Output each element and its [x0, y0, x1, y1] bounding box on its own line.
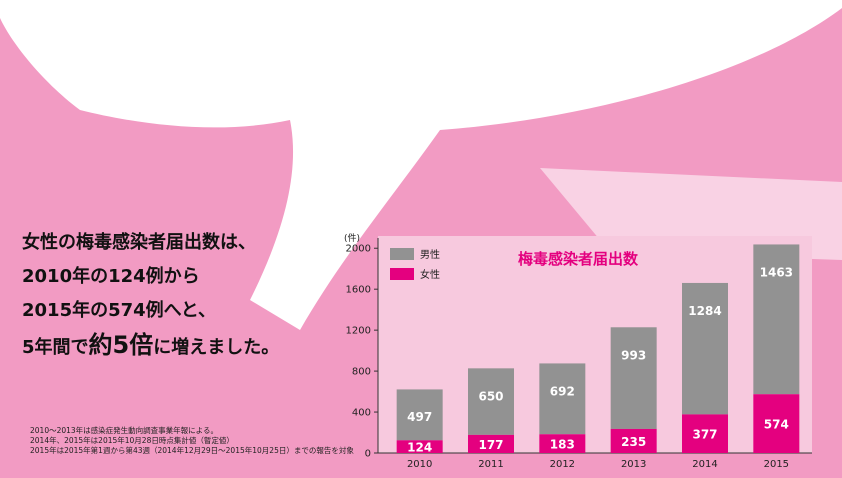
y-tick-label-1200: 1200 [346, 326, 371, 337]
white-graphic-shape [0, 0, 842, 330]
bar-female-2013 [610, 428, 657, 453]
x-tick-label-2012: 2012 [550, 459, 575, 470]
bar-female-2010 [396, 440, 443, 453]
y-tick-label-1600: 1600 [346, 285, 371, 296]
legend-swatch-female [390, 268, 414, 280]
data-label-male-2013: 993 [621, 348, 646, 362]
x-tick-label-2014: 2014 [692, 459, 717, 470]
x-tick-label-2011: 2011 [478, 459, 503, 470]
data-label-male-2010: 497 [407, 410, 432, 424]
data-label-male-2015: 1463 [760, 265, 793, 279]
data-label-female-2013: 235 [621, 435, 646, 449]
x-tick-label-2015: 2015 [764, 459, 789, 470]
x-tick-label-2013: 2013 [621, 459, 646, 470]
bar-male-2011 [468, 368, 514, 435]
headline-emphasis-about: 約 [88, 331, 113, 359]
data-label-male-2011: 650 [478, 389, 503, 403]
bar-male-2015 [753, 244, 800, 395]
headline: 女性の梅毒感染者届出数は、 2010年の124例から 2015年の574例へと、… [22, 226, 342, 365]
legend-swatch-male [390, 248, 414, 260]
y-tick-label-2000: 2000 [346, 244, 371, 255]
data-label-male-2012: 692 [550, 384, 575, 398]
data-label-female-2011: 177 [478, 438, 503, 452]
headline-line-2: 2010年の124例から [22, 266, 200, 287]
headline-line-4-pre: 5年間で [22, 337, 89, 358]
y-axis-unit-label: (件) [344, 232, 360, 244]
y-tick-label-800: 800 [352, 367, 371, 378]
source-notes: 2010〜2013年は感染症発生動向調査事業年報による。 2014年、2015年… [30, 426, 354, 456]
bar-female-2015 [753, 394, 800, 453]
headline-line-3: 2015年の574例へと、 [22, 300, 217, 321]
source-note-1: 2010〜2013年は感染症発生動向調査事業年報による。 [30, 426, 218, 435]
data-label-female-2014: 377 [692, 428, 717, 442]
bar-female-2012 [539, 434, 586, 453]
data-label-female-2010: 124 [407, 441, 432, 455]
bar-male-2010 [396, 389, 443, 441]
y-tick-label-0: 0 [365, 449, 371, 460]
headline-line-4: 5年間で約5倍に増えました。 [22, 328, 342, 365]
source-note-3: 2015年は2015年第1週から第43週（2014年12月29日〜2015年10… [30, 446, 354, 455]
headline-emphasis-multiple: 5倍 [112, 331, 154, 359]
legend-label-male: 男性 [420, 248, 440, 261]
stacked-bar-chart: (件) 0 400 800 1200 1600 2000 497 124 2010 650 177 20… [344, 232, 812, 470]
chart-title: 梅毒感染者届出数 [518, 250, 639, 268]
bar-female-2011 [468, 434, 514, 453]
headline-line-4-post: に増えました。 [153, 337, 280, 358]
source-note-2: 2014年、2015年は2015年10月28日時点集計値（暫定値） [30, 436, 234, 445]
bar-male-2012 [539, 363, 586, 435]
y-tick-label-400: 400 [352, 408, 371, 419]
bar-female-2014 [682, 414, 728, 453]
data-label-female-2012: 183 [550, 438, 575, 452]
data-label-female-2015: 574 [764, 418, 789, 432]
data-label-male-2014: 1284 [688, 304, 721, 318]
headline-line-1: 女性の梅毒感染者届出数は、 [22, 232, 256, 253]
plot-panel [378, 236, 812, 453]
x-tick-label-2010: 2010 [407, 459, 432, 470]
legend-label-female: 女性 [420, 268, 440, 281]
bar-male-2013 [610, 327, 657, 429]
bar-male-2014 [682, 282, 728, 415]
